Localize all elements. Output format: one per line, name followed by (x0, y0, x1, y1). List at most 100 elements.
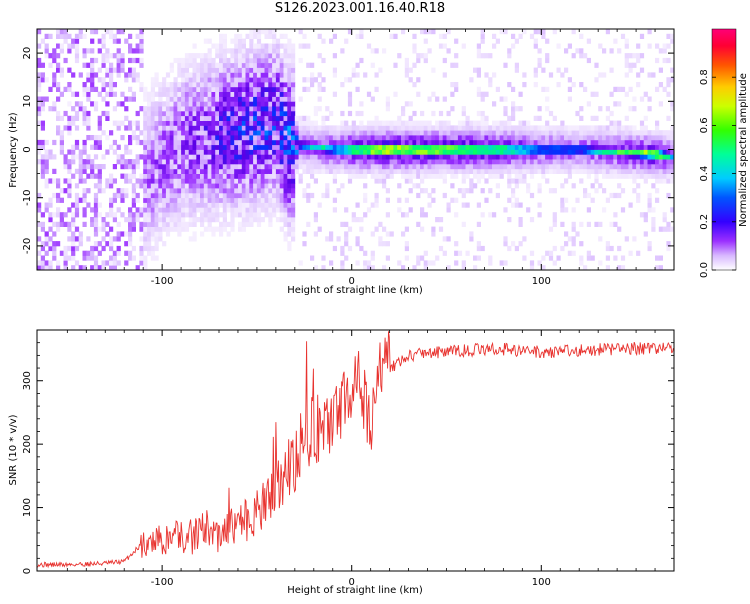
spectrogram-cell (71, 115, 76, 121)
spectrogram-cell (385, 130, 390, 136)
spectrogram-cell (461, 135, 466, 141)
spectrogram-cell (401, 265, 406, 270)
spectrogram-cell (435, 139, 440, 146)
spectrogram-cell (294, 168, 299, 174)
spectrogram-cell (385, 212, 390, 218)
spectrogram-cell (173, 221, 178, 227)
spectrogram-cell (192, 67, 197, 73)
spectrogram-cell (484, 197, 489, 203)
spectrogram-cell (268, 183, 273, 189)
spectrogram-cell (393, 135, 398, 141)
spectrogram-cell (158, 173, 163, 179)
spectrogram-cell (279, 168, 284, 174)
spectrogram-cell (275, 72, 281, 78)
spectrogram-cell (291, 48, 296, 54)
spectrogram-cell (655, 120, 660, 126)
spectrogram-cell (374, 130, 379, 136)
spectrogram-cell (162, 115, 167, 121)
spectrogram-cell (495, 130, 500, 136)
spectrogram-cell (583, 164, 588, 170)
spectrogram-cell (234, 106, 239, 112)
spectrogram-cell (393, 154, 398, 160)
spectrogram-cell (294, 154, 299, 160)
spectrogram-cell (404, 255, 409, 261)
spectrogram-cell (499, 173, 504, 179)
spectrogram-cell (253, 188, 258, 194)
spectrogram-cell (529, 217, 535, 223)
spectrogram-cell (264, 62, 269, 68)
spectrogram-cell (37, 139, 42, 146)
spectrogram-cell (435, 255, 440, 261)
spectrogram-cell (454, 38, 459, 44)
spectrogram-cell (507, 53, 512, 59)
spectrogram-cell (583, 139, 588, 146)
spectrogram-cell (78, 265, 83, 270)
spectrogram-cell (188, 135, 193, 141)
spectrogram-cell (662, 130, 667, 136)
spectrogram-cell (188, 82, 193, 88)
spectrogram-cell (287, 212, 292, 218)
spectrogram-cell (359, 120, 364, 126)
spectrogram-cell (219, 202, 224, 208)
spectrogram-cell (82, 106, 87, 112)
spectrogram-cell (522, 178, 527, 184)
spectrogram-cell (86, 86, 91, 92)
spectrogram-cell (203, 212, 208, 218)
spectrogram-cell (90, 159, 95, 165)
spectrogram-cell (67, 168, 72, 174)
spectrogram-cell (268, 33, 273, 39)
spectrogram-cell (230, 120, 235, 126)
spectrogram-cell (609, 91, 614, 97)
spectrogram-cell (93, 86, 99, 92)
spectrogram-cell (226, 192, 231, 199)
spectrogram-cell (283, 192, 288, 199)
spectrogram-cell (165, 221, 171, 227)
spectrogram-cell (586, 144, 591, 150)
spectrogram-cell (230, 125, 235, 131)
spectrogram-cell (82, 178, 87, 184)
spectrogram-cell (564, 207, 569, 213)
spectrogram-cell (590, 168, 595, 174)
spectrogram-cell (393, 139, 398, 146)
spectrogram-cell (249, 86, 254, 92)
spectrogram-cell (336, 139, 341, 146)
spectrogram-cell (249, 221, 254, 227)
spectrogram-cell (537, 159, 542, 165)
spectrogram-cell (609, 110, 614, 117)
spectrogram-cell (636, 164, 641, 170)
spectrogram-cell (245, 202, 250, 208)
spectrogram-cell (533, 115, 538, 121)
spectrogram-cell (564, 164, 569, 170)
spectrogram-cell (219, 168, 224, 174)
spectrogram-cell (128, 178, 133, 184)
spectrogram-cell (317, 53, 322, 59)
spectrogram-cell (143, 236, 148, 242)
spectrogram-cell (226, 110, 231, 117)
spectrogram-cell (44, 96, 49, 102)
spectrogram-cell (609, 120, 614, 126)
spectrogram-cell (514, 67, 519, 73)
spectrogram-cell (670, 207, 674, 213)
spectrogram-cell (609, 164, 614, 170)
spectrogram-cell (382, 168, 387, 174)
spectrogram-cell (86, 62, 91, 68)
spectrogram-cell (93, 135, 99, 141)
spectrogram-cell (291, 115, 296, 121)
spectrogram-cell (260, 29, 265, 35)
spectrogram-xtick-label: -100 (151, 276, 174, 287)
spectrogram-cell (492, 120, 497, 126)
spectrogram-cell (598, 72, 603, 78)
spectrogram-cell (44, 168, 49, 174)
spectrogram-cell (52, 192, 57, 199)
spectrogram-cell (52, 241, 57, 247)
spectrogram-cell (298, 125, 303, 131)
spectrogram-cell (150, 236, 155, 242)
spectrogram-cell (344, 255, 349, 261)
spectrogram-cell (488, 149, 493, 155)
spectrogram-cell (306, 183, 311, 189)
spectrogram-cell (427, 149, 432, 155)
spectrogram-cell (272, 53, 277, 59)
spectrogram-cell (507, 154, 512, 160)
spectrogram-cell (238, 212, 243, 218)
spectrogram-cell (169, 110, 174, 117)
